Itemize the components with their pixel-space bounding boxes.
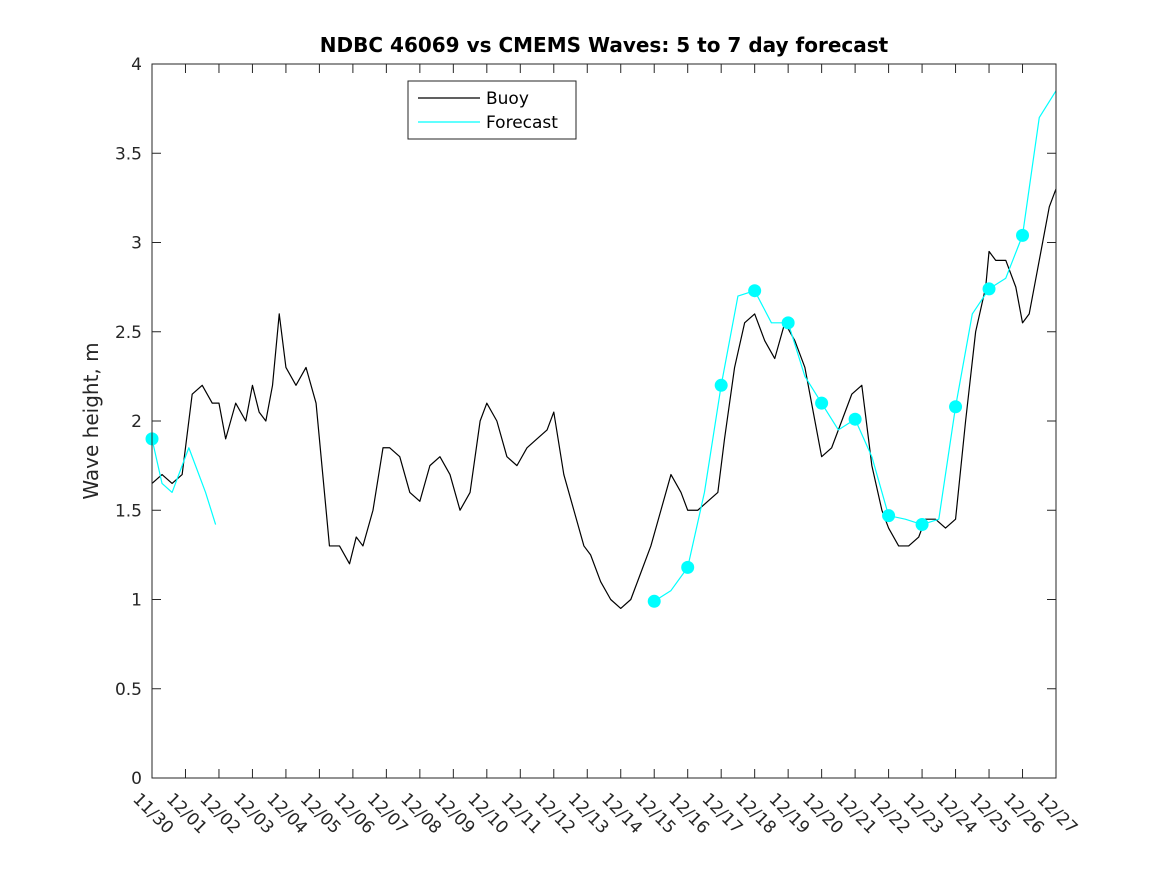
forecast-marker [681,560,695,574]
forecast-marker [915,518,929,532]
forecast-marker [1016,228,1030,242]
y-axis-label: Wave height, m [79,342,103,499]
y-tick-label: 2 [131,412,142,432]
legend-label-buoy: Buoy [486,89,529,109]
y-tick-label: 0.5 [115,680,142,700]
y-tick-label: 3.5 [115,144,142,164]
forecast-marker [714,378,728,392]
y-tick-label: 1.5 [115,501,142,521]
y-tick-label: 2.5 [115,323,142,343]
y-tick-label: 0 [131,769,142,789]
y-tick-label: 4 [131,55,142,75]
series-line-buoy [151,188,1057,610]
forecast-marker [815,396,829,410]
forecast-marker [882,509,896,523]
marker-layer [145,228,1030,608]
chart-title: NDBC 46069 vs CMEMS Waves: 5 to 7 day fo… [320,33,889,57]
forecast-marker [647,594,661,608]
y-tick-label: 1 [131,591,142,611]
forecast-marker [949,400,963,414]
legend-box [407,80,577,140]
forecast-marker [781,316,795,330]
plot-area [152,64,1056,778]
forecast-marker [748,284,762,298]
forecast-marker [982,282,996,296]
legend: Buoy Forecast [407,80,577,140]
y-tick-label: 3 [131,234,142,254]
forecast-marker [848,412,862,426]
legend-label-forecast: Forecast [486,113,558,133]
